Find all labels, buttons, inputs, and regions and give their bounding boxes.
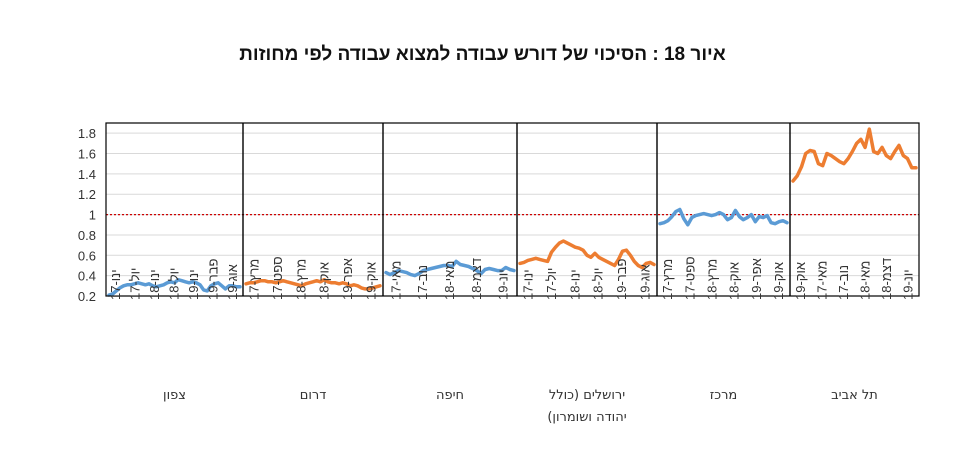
chart-title: איור 18 : הסיכוי של דורש עבודה למצוא עבו… <box>239 44 726 65</box>
series-line-panel-3 <box>384 259 516 278</box>
y-tick-label: 1.6 <box>78 147 96 162</box>
x-tick-label: ינו-18 <box>147 269 162 300</box>
x-tick-label: יונ-19 <box>900 269 915 300</box>
x-tick-label: מאי-17 <box>388 261 403 300</box>
x-tick-label: אפר-19 <box>749 258 764 300</box>
x-tick-label: ינו-17 <box>521 269 536 300</box>
x-tick-label: מרץ-17 <box>660 259 675 300</box>
x-tick-label: אוק-19 <box>363 262 378 300</box>
x-tick-label: ינו-19 <box>186 269 201 300</box>
x-tick-label: מאי-18 <box>442 261 457 300</box>
y-tick-label: 0.8 <box>78 228 96 243</box>
x-tick-label: מרץ-18 <box>293 259 308 300</box>
x-tick-label: ספט-17 <box>682 256 697 300</box>
x-tick-label: אוק-19 <box>771 262 786 300</box>
x-tick-label: ספט-17 <box>270 256 285 300</box>
x-tick-label: אוק-18 <box>727 262 742 300</box>
series-line-panel-4 <box>518 239 656 270</box>
series-line-panel-1 <box>107 277 242 297</box>
x-tick-label: יול-17 <box>544 268 559 300</box>
x-tick-label: ינו-18 <box>567 269 582 300</box>
x-tick-label: דצמ-18 <box>879 258 894 300</box>
y-tick-label: 0.4 <box>78 269 96 284</box>
region-label: דרום <box>300 388 327 403</box>
region-labels: צפון דרום חיפה ירושלים (כולל יהודה ושומרון) מ… <box>163 388 878 425</box>
series-group <box>107 127 918 297</box>
x-tick-label: פבר-19 <box>614 258 629 300</box>
x-tick-label: יונ-19 <box>496 269 511 300</box>
x-tick-label: יול-18 <box>167 268 182 300</box>
x-tick-label: מרץ-18 <box>704 259 719 300</box>
y-axis: 0.2 0.4 0.6 0.8 1 1.2 1.4 1.6 1.8 <box>78 126 96 304</box>
region-label: יהודה ושומרון) <box>547 410 626 425</box>
x-tick-label: דצמ-18 <box>469 258 484 300</box>
y-tick-label: 0.6 <box>78 248 96 263</box>
region-label: חיפה <box>436 388 464 403</box>
x-tick-label: אפר-19 <box>340 258 355 300</box>
y-tick-label: 1 <box>89 208 96 223</box>
y-tick-label: 0.2 <box>78 289 96 304</box>
x-tick-label: ינו-17 <box>108 269 123 300</box>
x-tick-label: אוג-19 <box>225 264 240 300</box>
y-tick-label: 1.2 <box>78 187 96 202</box>
y-tick-label: 1.8 <box>78 126 96 141</box>
plot-frame <box>105 122 920 297</box>
series-line-panel-6 <box>791 127 918 183</box>
x-tick-label: אוק-18 <box>317 262 332 300</box>
series-line-panel-2 <box>244 277 382 291</box>
x-tick-label: נוב-17 <box>415 265 430 300</box>
x-tick-label: מרץ-17 <box>247 259 262 300</box>
x-tick-label: נוב-17 <box>836 265 851 300</box>
x-tick-label: אוק-19 <box>793 262 808 300</box>
panel-frames <box>105 122 920 297</box>
x-tick-label: יול-18 <box>591 268 606 300</box>
x-tick-label: אוג-19 <box>637 264 652 300</box>
region-label: תל אביב <box>831 388 878 403</box>
y-tick-label: 1.4 <box>78 167 96 182</box>
x-tick-label: מאי-18 <box>857 261 872 300</box>
region-label: מרכז <box>710 388 738 403</box>
x-axis-labels: ינו-17 יול-17 ינו-18 יול-18 ינו-19 פבר-19 אוג-… <box>108 256 915 300</box>
x-tick-label: מאי-17 <box>814 261 829 300</box>
region-label: צפון <box>163 388 186 403</box>
x-tick-label: פבר-19 <box>206 258 221 300</box>
x-tick-label: יול-17 <box>127 268 142 300</box>
series-line-panel-5 <box>658 207 789 227</box>
region-label: ירושלים (כולל <box>549 388 625 403</box>
